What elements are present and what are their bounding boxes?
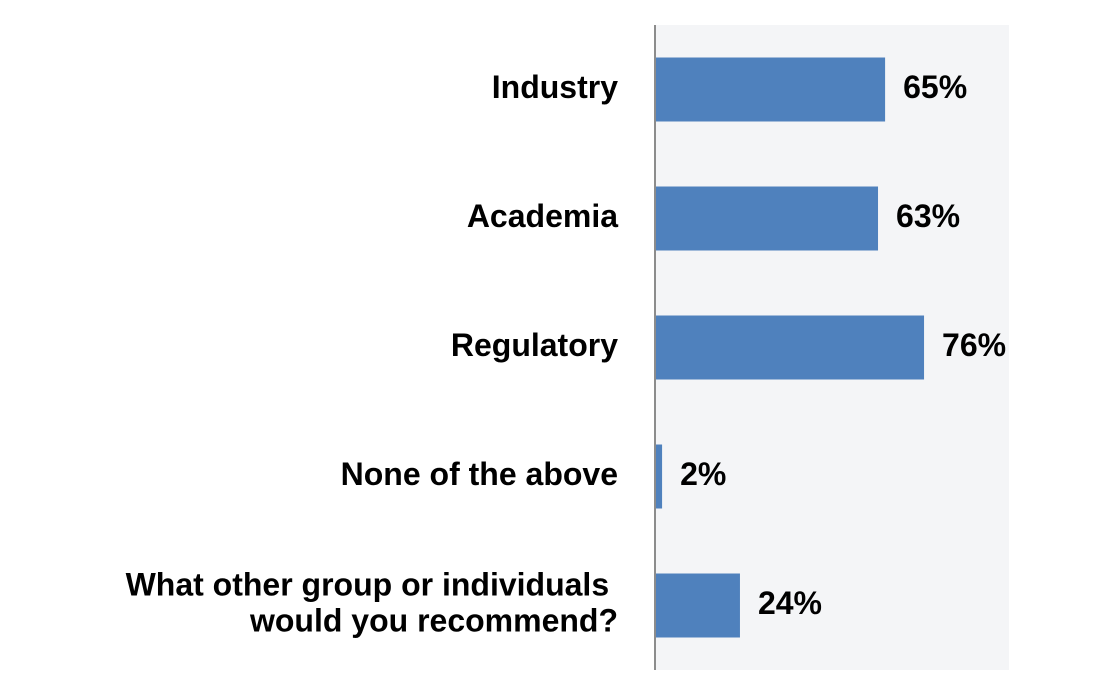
- bar: [655, 315, 925, 380]
- bar: [655, 573, 740, 638]
- y-tick-label: Academia: [467, 198, 618, 234]
- y-tick-label: Regulatory: [451, 327, 618, 363]
- data-label: 65%: [903, 69, 967, 105]
- data-label: 76%: [942, 327, 1006, 363]
- bar: [655, 57, 886, 122]
- bar: [655, 444, 663, 509]
- bar: [655, 186, 879, 251]
- data-label: 63%: [896, 198, 960, 234]
- data-label: 2%: [680, 456, 726, 492]
- y-tick-label: Industry: [492, 69, 618, 105]
- data-label: 24%: [758, 585, 822, 621]
- y-tick-label: What other group or individuals would yo…: [126, 567, 618, 639]
- y-tick-label: None of the above: [341, 456, 618, 492]
